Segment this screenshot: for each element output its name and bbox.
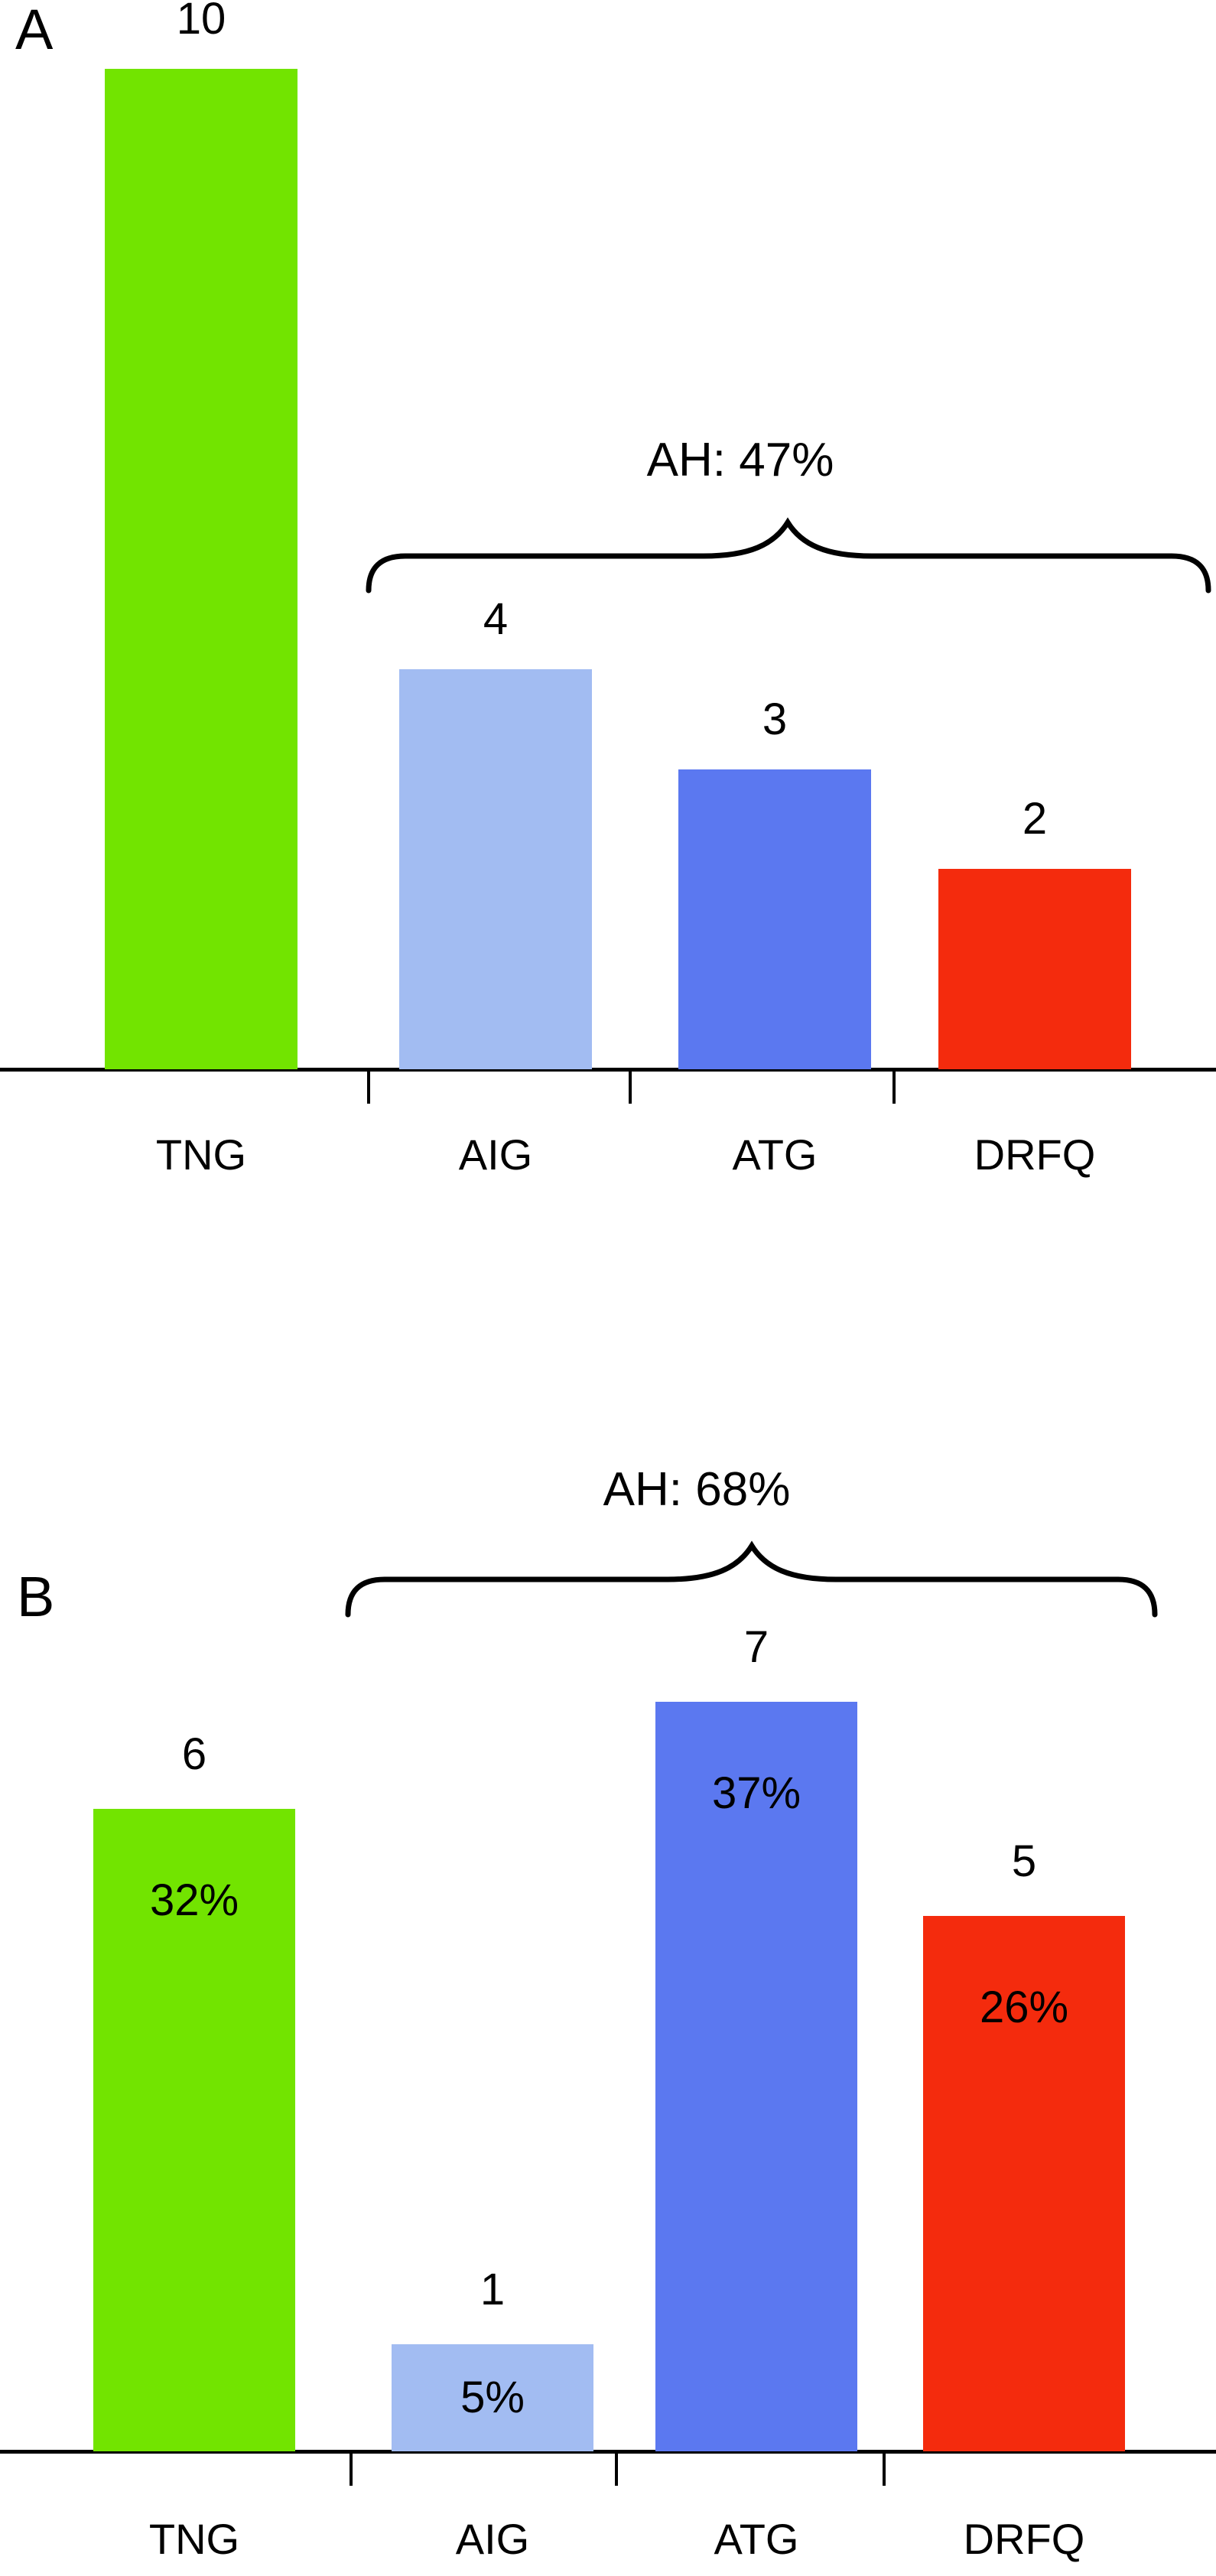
bar-a-aig: [399, 669, 592, 1069]
category-label-tng: TNG: [148, 2515, 240, 2563]
bar-pct-label: 32%: [149, 1875, 239, 1925]
panel-b-axis-tick: [350, 2453, 353, 2486]
bar-value-label: 1: [480, 2265, 506, 2314]
bar-value-label: 10: [176, 0, 226, 44]
bar-pct-label: 5%: [460, 2373, 525, 2422]
bar-b-atg: [655, 1702, 857, 2451]
bar-a-atg: [678, 769, 871, 1069]
bar-value-label: 6: [181, 1729, 207, 1779]
panel-b-axis-tick: [883, 2453, 886, 2486]
bar-pct-label: 26%: [979, 1982, 1069, 2032]
panel-b-letter: B: [17, 1565, 55, 1628]
panel-b-axis-tick: [615, 2453, 618, 2486]
panel-a-brace-label: AH: 47%: [646, 434, 834, 486]
panel-a-axis-tick: [629, 1071, 632, 1104]
bar-value-label: 5: [1011, 1836, 1037, 1886]
category-label-aig: AIG: [455, 2515, 530, 2563]
bar-b-aig: [392, 2344, 593, 2451]
panel-a-axis-tick: [367, 1071, 370, 1104]
panel-b-x-axis: [0, 2450, 1216, 2454]
panel-a-x-axis: [0, 1068, 1216, 1072]
bar-a-tng: [105, 69, 297, 1069]
bar-value-label: 4: [483, 594, 509, 644]
bar-b-tng: [93, 1809, 295, 2451]
category-label-tng: TNG: [155, 1130, 247, 1179]
bar-pct-label: 37%: [711, 1768, 801, 1818]
bar-value-label: 3: [762, 694, 788, 744]
panel-a-brace: [366, 517, 1211, 594]
bar-value-label: 7: [743, 1622, 769, 1672]
panel-a-axis-tick: [892, 1071, 896, 1104]
panel-a-letter: A: [15, 0, 54, 61]
bar-value-label: 2: [1022, 794, 1048, 844]
panel-b-brace-label: AH: 68%: [603, 1463, 791, 1516]
category-label-aig: AIG: [458, 1130, 533, 1179]
category-label-drfq: DRFQ: [963, 2515, 1085, 2563]
category-label-atg: ATG: [732, 1130, 818, 1179]
panel-b-brace: [345, 1540, 1158, 1618]
category-label-drfq: DRFQ: [974, 1130, 1096, 1179]
bar-a-drfq: [938, 869, 1131, 1069]
bar-b-drfq: [923, 1916, 1125, 2451]
category-label-atg: ATG: [714, 2515, 799, 2563]
